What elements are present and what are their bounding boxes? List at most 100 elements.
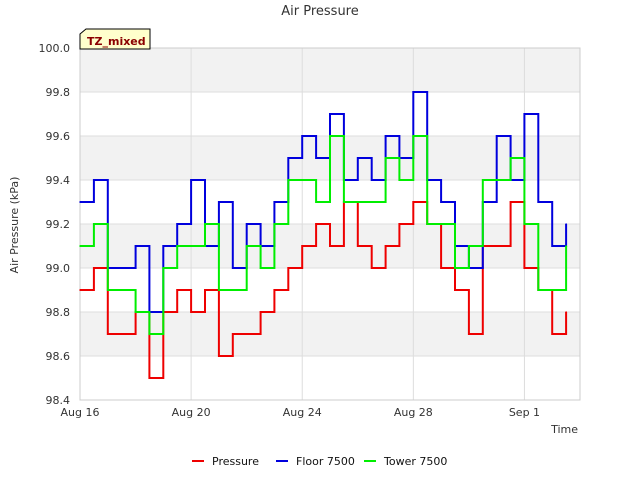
data-point xyxy=(565,311,567,313)
data-point xyxy=(329,113,331,115)
data-point xyxy=(356,245,359,247)
data-point xyxy=(148,333,151,335)
data-point xyxy=(398,179,401,181)
x-tick-label: Sep 1 xyxy=(509,406,540,419)
data-point xyxy=(370,267,373,269)
y-axis-label: Air Pressure (kPa) xyxy=(8,177,21,274)
data-point xyxy=(412,91,415,93)
data-point xyxy=(454,267,456,269)
data-point xyxy=(356,201,359,203)
data-point xyxy=(440,223,442,225)
data-point xyxy=(218,201,220,203)
data-point xyxy=(426,223,429,225)
data-point xyxy=(162,245,165,247)
data-point xyxy=(412,135,415,137)
y-tick-label: 98.8 xyxy=(46,306,71,319)
x-tick-label: Aug 28 xyxy=(394,406,433,419)
data-point xyxy=(245,333,248,335)
data-point xyxy=(273,289,276,291)
data-point xyxy=(204,289,206,291)
data-point xyxy=(523,267,526,269)
data-point xyxy=(301,135,304,137)
legend: Pressure Floor 7500 Tower 7500 xyxy=(192,455,447,468)
data-point xyxy=(315,157,317,159)
y-tick-label: 99.8 xyxy=(46,86,71,99)
series-tower-7500 xyxy=(79,135,568,335)
legend-label: Pressure xyxy=(212,455,259,468)
data-point xyxy=(537,289,540,291)
x-axis-label: Time xyxy=(550,423,578,436)
data-point xyxy=(315,201,317,203)
data-point xyxy=(301,179,304,181)
data-point xyxy=(509,201,512,203)
data-point xyxy=(245,223,248,225)
x-axis-ticks: Aug 16 Aug 20 Aug 24 Aug 28 Sep 1 xyxy=(61,406,541,419)
data-point xyxy=(329,135,331,137)
data-point xyxy=(79,289,81,291)
x-tick-label: Aug 16 xyxy=(61,406,100,419)
data-point xyxy=(287,157,290,159)
badge: TZ_mixed xyxy=(79,28,151,50)
data-point xyxy=(93,223,95,225)
data-point xyxy=(190,311,192,313)
data-point xyxy=(495,245,498,247)
data-point xyxy=(176,289,179,291)
data-point xyxy=(120,289,123,291)
data-point xyxy=(551,333,554,335)
x-tick-label: Aug 24 xyxy=(283,406,322,419)
data-point xyxy=(231,333,234,335)
data-point xyxy=(204,223,206,225)
data-point xyxy=(148,377,151,379)
data-point xyxy=(273,201,276,203)
data-point xyxy=(523,223,526,225)
data-point xyxy=(370,201,373,203)
y-tick-label: 100.0 xyxy=(39,42,71,55)
data-point xyxy=(565,245,567,247)
y-tick-label: 99.0 xyxy=(46,262,71,275)
data-point xyxy=(259,311,262,313)
data-point xyxy=(190,179,192,181)
series-layer xyxy=(79,91,568,379)
data-point xyxy=(245,245,248,247)
data-point xyxy=(468,333,470,335)
data-point xyxy=(301,245,304,247)
data-point xyxy=(537,201,540,203)
data-point xyxy=(509,157,512,159)
data-point xyxy=(162,267,165,269)
y-tick-label: 99.4 xyxy=(46,174,71,187)
data-point xyxy=(93,179,95,181)
data-point xyxy=(134,245,137,247)
legend-label: Floor 7500 xyxy=(296,455,355,468)
y-tick-label: 98.6 xyxy=(46,350,71,363)
data-point xyxy=(287,179,290,181)
legend-item: Floor 7500 xyxy=(276,455,355,468)
plot-frame xyxy=(79,47,581,401)
y-tick-label: 99.2 xyxy=(46,218,71,231)
data-point xyxy=(106,333,109,335)
data-point xyxy=(273,223,276,225)
data-point xyxy=(176,223,179,225)
x-tick-label: Aug 20 xyxy=(172,406,211,419)
data-point xyxy=(384,245,387,247)
data-point xyxy=(79,201,81,203)
data-point xyxy=(551,245,554,247)
y-tick-label: 99.6 xyxy=(46,130,71,143)
data-point xyxy=(370,179,373,181)
data-point xyxy=(440,267,442,269)
legend-label: Tower 7500 xyxy=(383,455,447,468)
y-tick-label: 98.4 xyxy=(46,394,71,407)
data-point xyxy=(190,245,192,247)
data-point xyxy=(343,201,345,203)
data-point xyxy=(468,245,470,247)
data-point xyxy=(218,289,220,291)
badge-box xyxy=(79,28,151,50)
data-point xyxy=(120,267,123,269)
data-point xyxy=(329,245,331,247)
data-point xyxy=(384,157,387,159)
data-point xyxy=(495,179,498,181)
data-point xyxy=(106,289,109,291)
data-point xyxy=(218,355,220,357)
chart-title: Air Pressure xyxy=(281,4,359,19)
badge-text: TZ_mixed xyxy=(87,35,146,48)
